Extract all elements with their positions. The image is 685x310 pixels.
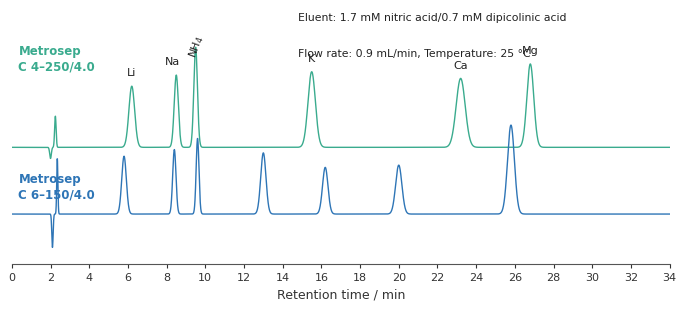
Text: Na: Na (165, 57, 180, 67)
Text: Mg: Mg (522, 46, 538, 56)
Text: Metrosep
C 6–150/4.0: Metrosep C 6–150/4.0 (18, 173, 95, 202)
Text: Eluent: 1.7 mM nitric acid/0.7 mM dipicolinic acid: Eluent: 1.7 mM nitric acid/0.7 mM dipico… (298, 13, 566, 24)
Text: Flow rate: 0.9 mL/min, Temperature: 25 °C: Flow rate: 0.9 mL/min, Temperature: 25 °… (298, 49, 531, 59)
Text: Ca: Ca (453, 60, 468, 71)
Text: Li: Li (127, 69, 136, 78)
Text: NH$_4$: NH$_4$ (186, 34, 208, 60)
Text: K: K (308, 54, 315, 64)
Text: Metrosep
C 4–250/4.0: Metrosep C 4–250/4.0 (18, 45, 95, 74)
X-axis label: Retention time / min: Retention time / min (277, 289, 405, 302)
